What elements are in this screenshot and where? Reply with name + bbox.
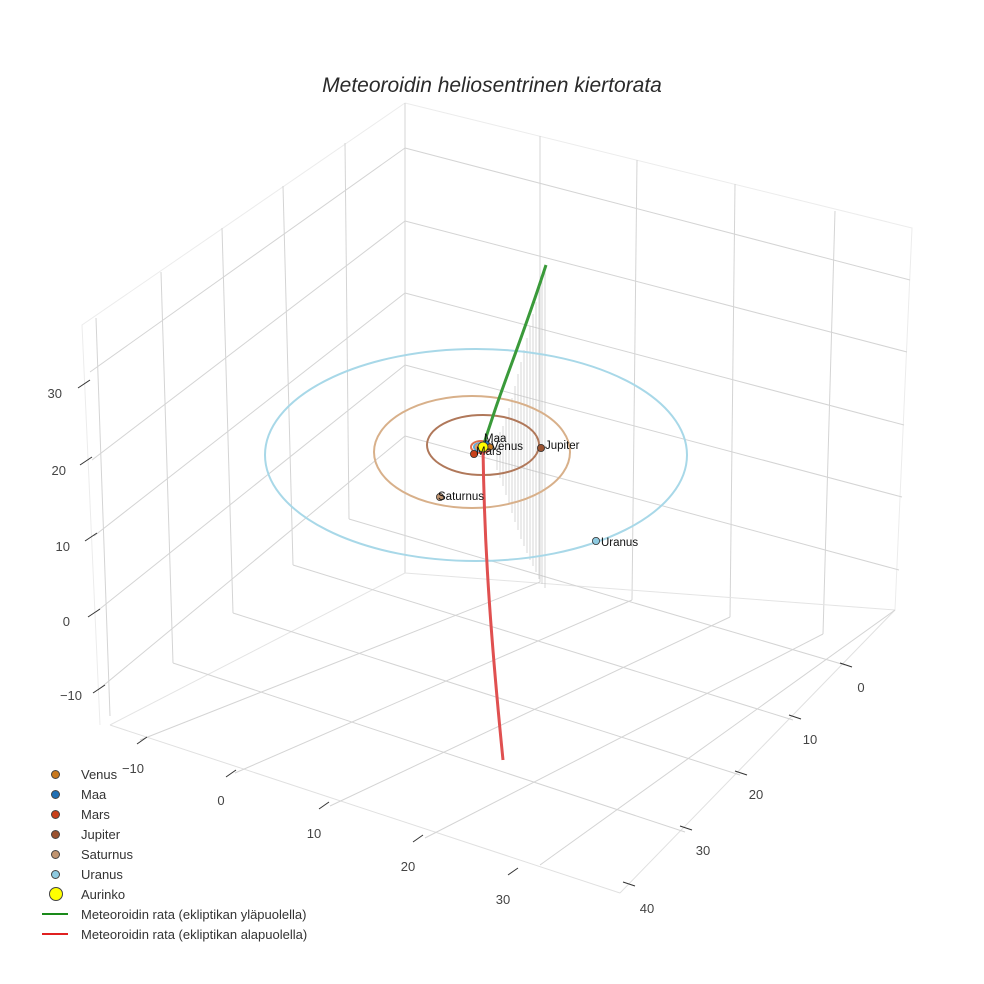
legend-item-venus[interactable]: Venus: [36, 764, 307, 784]
label-uranus: Uranus: [601, 537, 638, 549]
x-tick-20: 20: [401, 859, 415, 874]
z-tick-10: 10: [56, 539, 70, 554]
label-mars: Mars: [476, 446, 502, 458]
label-maa: Maa: [484, 433, 507, 445]
legend-item-saturnus[interactable]: Saturnus: [36, 844, 307, 864]
x-tick-0: 0: [217, 793, 224, 808]
trajectory-drop-lines: [496, 268, 546, 588]
legend-item-maa[interactable]: Maa: [36, 784, 307, 804]
saturnus-orbit: [373, 395, 571, 509]
y-tick-10: 10: [803, 732, 817, 747]
trajectory-above-ecliptic[interactable]: [481, 264, 548, 449]
z-axis-ticks: [77, 379, 106, 694]
legend-label: Aurinko: [81, 886, 126, 902]
legend-label: Jupiter: [81, 826, 121, 842]
jupiter-marker[interactable]: [537, 443, 546, 452]
legend-item-aurinko[interactable]: Aurinko: [36, 884, 307, 904]
uranus-legend-icon: [51, 870, 60, 879]
legend-item-trajectory-below[interactable]: Meteoroidin rata (ekliptikan alapuolella…: [36, 924, 307, 944]
red-line-legend-icon: [42, 933, 68, 935]
y-tick-20: 20: [749, 787, 763, 802]
y-tick-0: 0: [857, 680, 864, 695]
sun-legend-icon: [49, 887, 63, 901]
z-tick-0: 0: [63, 614, 70, 629]
venus-legend-icon: [51, 770, 60, 779]
legend-label: Mars: [81, 806, 110, 822]
y-axis-ticks: [622, 662, 853, 887]
legend-item-mars[interactable]: Mars: [36, 804, 307, 824]
z-tick-20: 20: [52, 463, 66, 478]
maa-legend-icon: [51, 790, 60, 799]
saturnus-legend-icon: [51, 850, 60, 859]
planet-labels: Maa Venus Mars Jupiter Saturnus Uranus: [438, 433, 638, 549]
mars-marker[interactable]: [469, 449, 478, 458]
legend-label: Venus: [81, 766, 118, 782]
grid-lines: [81, 102, 913, 894]
legend-label: Meteoroidin rata (ekliptikan alapuolella…: [81, 926, 308, 942]
green-line-legend-icon: [42, 913, 68, 915]
legend-label: Uranus: [81, 866, 123, 882]
sun-marker[interactable]: [477, 441, 489, 453]
legend-item-uranus[interactable]: Uranus: [36, 864, 307, 884]
legend-label: Meteoroidin rata (ekliptikan yläpuolella…: [81, 906, 307, 922]
z-axis-labels: 30 20 10 0 −10: [48, 386, 82, 703]
x-axis-ticks: [136, 736, 519, 876]
x-tick-10: 10: [307, 826, 321, 841]
label-saturnus: Saturnus: [438, 491, 484, 503]
mars-legend-icon: [51, 810, 60, 819]
legend-label: Maa: [81, 786, 107, 802]
legend-label: Saturnus: [81, 846, 134, 862]
y-axis-labels: 0 10 20 30 40: [640, 680, 865, 916]
label-venus: Venus: [491, 441, 523, 453]
label-jupiter: Jupiter: [545, 440, 580, 452]
uranus-marker[interactable]: [592, 537, 601, 546]
x-tick-neg10: −10: [122, 761, 144, 776]
z-tick-30: 30: [48, 386, 62, 401]
z-tick-neg10: −10: [60, 688, 82, 703]
x-tick-30: 30: [496, 892, 510, 907]
y-tick-30: 30: [696, 843, 710, 858]
legend-item-jupiter[interactable]: Jupiter: [36, 824, 307, 844]
trajectory-below-ecliptic[interactable]: [481, 447, 505, 761]
jupiter-legend-icon: [51, 830, 60, 839]
chart-title: Meteoroidin heliosentrinen kiertorata: [322, 74, 662, 97]
saturnus-marker[interactable]: [435, 492, 444, 501]
planet-markers: [435, 440, 601, 546]
uranus-orbit: [264, 348, 688, 562]
legend-item-trajectory-above[interactable]: Meteoroidin rata (ekliptikan yläpuolella…: [36, 904, 307, 924]
legend: Venus Maa Mars Jupiter Saturnus Uranus A…: [36, 764, 307, 944]
x-axis-labels: −10 0 10 20 30: [122, 761, 510, 907]
y-tick-40: 40: [640, 901, 654, 916]
